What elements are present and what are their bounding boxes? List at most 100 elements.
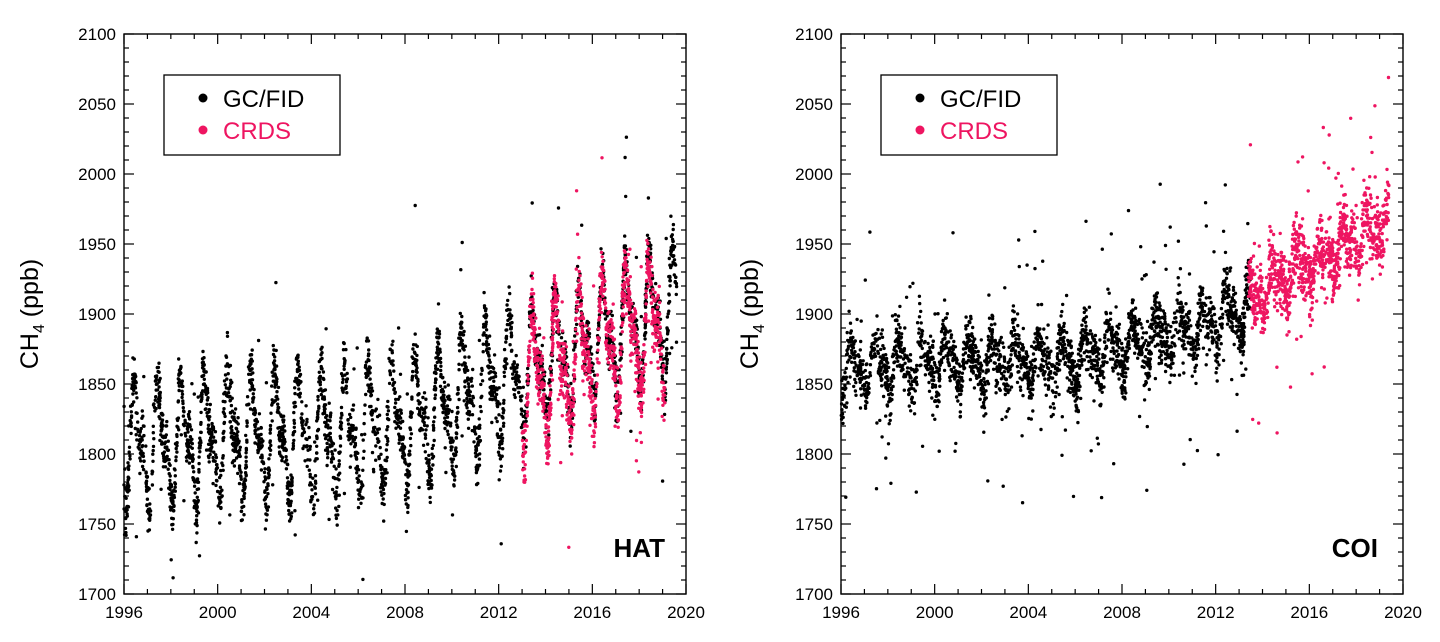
point-gcfid (511, 372, 515, 376)
point-crds (556, 323, 560, 328)
point-crds (651, 316, 656, 320)
point-gcfid (327, 401, 331, 405)
point-crds (602, 298, 607, 303)
point-gcfid (992, 361, 996, 365)
point-gcfid (245, 419, 249, 423)
point-crds (526, 373, 530, 378)
point-gcfid (433, 396, 437, 401)
point-gcfid (171, 509, 176, 513)
point-gcfid (495, 404, 500, 409)
point-gcfid (323, 420, 327, 425)
point-gcfid (619, 342, 623, 346)
point-gcfid (460, 240, 464, 245)
point-crds (571, 391, 575, 395)
point-gcfid (415, 344, 419, 349)
point-gcfid (381, 487, 386, 492)
point-gcfid (267, 475, 271, 480)
point-gcfid (283, 440, 287, 444)
point-gcfid (301, 419, 305, 423)
x-tick-label: 2008 (386, 603, 424, 622)
point-gcfid (435, 345, 439, 349)
point-gcfid (221, 399, 225, 404)
point-gcfid (318, 382, 322, 387)
point-crds (622, 270, 627, 274)
point-crds (657, 284, 661, 289)
point-crds (534, 356, 538, 360)
point-crds (634, 438, 639, 443)
point-crds (643, 316, 648, 320)
point-gcfid (386, 399, 390, 404)
y-tick-label: 1900 (78, 305, 116, 324)
point-gcfid (241, 488, 245, 493)
point-gcfid (353, 443, 358, 447)
point-gcfid (185, 427, 190, 431)
point-gcfid (187, 410, 192, 414)
point-gcfid (394, 414, 398, 418)
point-gcfid (208, 452, 212, 457)
point-gcfid (470, 384, 474, 388)
point-gcfid (623, 234, 627, 238)
point-gcfid (646, 196, 651, 200)
point-gcfid (223, 390, 227, 395)
point-crds (526, 392, 530, 396)
point-gcfid (135, 411, 139, 415)
point-gcfid (250, 348, 254, 352)
point-gcfid (349, 423, 354, 427)
point-gcfid (195, 495, 199, 499)
point-gcfid (126, 461, 130, 465)
point-gcfid (419, 414, 424, 418)
point-crds (559, 379, 564, 384)
point-crds (550, 335, 555, 340)
point-gcfid (277, 433, 281, 437)
point-crds (552, 277, 556, 281)
point-gcfid (245, 395, 250, 399)
point-gcfid (174, 455, 178, 459)
point-crds (598, 300, 602, 304)
point-crds (535, 386, 540, 390)
point-gcfid (321, 376, 325, 381)
point-gcfid (502, 374, 507, 379)
point-crds (568, 428, 572, 432)
point-crds (616, 425, 620, 429)
point-crds (604, 306, 608, 310)
point-gcfid (439, 364, 443, 368)
point-gcfid (192, 392, 196, 396)
point-gcfid (526, 366, 530, 371)
point-gcfid (475, 426, 479, 430)
point-crds (566, 394, 570, 399)
point-gcfid (228, 411, 233, 415)
point-gcfid (244, 433, 248, 438)
point-gcfid (489, 365, 493, 369)
point-gcfid (665, 357, 669, 362)
point-gcfid (474, 482, 479, 487)
point-crds (611, 302, 615, 306)
point-gcfid (205, 389, 209, 394)
point-gcfid (130, 376, 135, 381)
point-gcfid (667, 274, 671, 279)
point-crds (614, 393, 619, 397)
point-gcfid (249, 362, 253, 366)
point-gcfid (634, 255, 639, 260)
point-gcfid (244, 459, 248, 464)
point-crds (526, 377, 530, 381)
point-crds (535, 347, 539, 351)
point-gcfid (268, 431, 272, 435)
point-crds (530, 276, 535, 280)
point-gcfid (280, 433, 285, 438)
point-gcfid (448, 440, 453, 445)
point-gcfid (151, 448, 155, 453)
point-gcfid (243, 485, 247, 489)
point-gcfid (305, 444, 309, 448)
point-gcfid (664, 236, 668, 241)
point-gcfid (311, 476, 315, 480)
point-crds (563, 368, 567, 372)
point-crds (586, 357, 590, 361)
point-gcfid (316, 498, 320, 502)
point-gcfid (484, 328, 489, 332)
point-gcfid (339, 424, 343, 428)
point-gcfid (364, 373, 369, 377)
point-gcfid (537, 333, 542, 337)
point-gcfid (549, 388, 553, 392)
point-gcfid (1144, 347, 1149, 352)
point-gcfid (212, 459, 216, 463)
